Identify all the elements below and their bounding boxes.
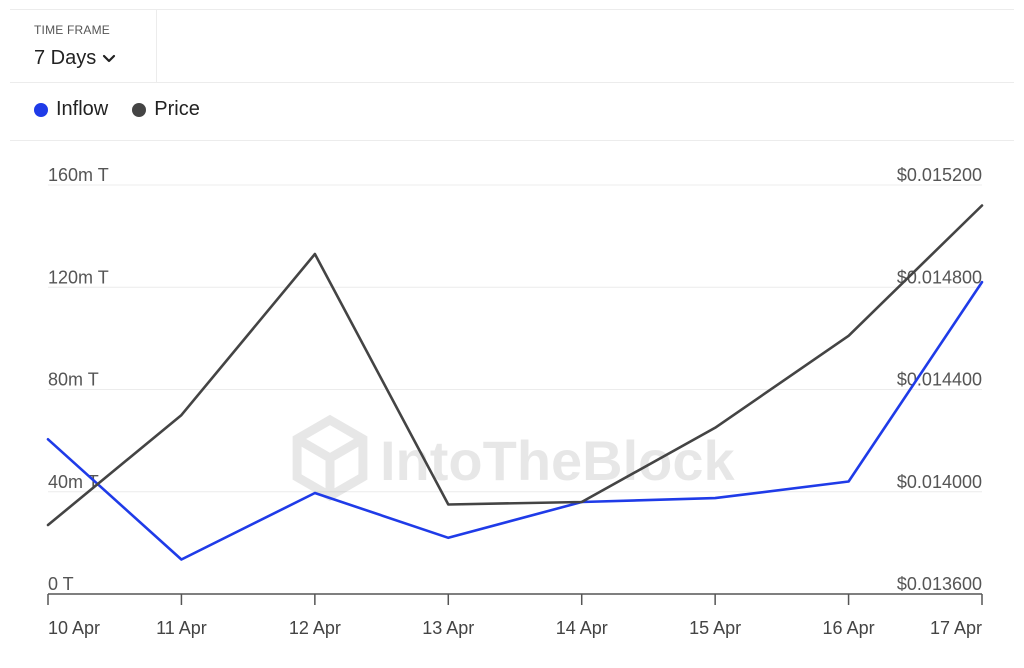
left-axis-tick-label: 40m T: [48, 472, 99, 492]
timeframe-dropdown[interactable]: 7 Days: [34, 47, 116, 70]
x-axis-tick-label: 10 Apr: [48, 618, 100, 638]
x-axis-tick-label: 14 Apr: [556, 618, 608, 638]
chevron-down-icon: [103, 54, 116, 62]
legend-item-inflow[interactable]: Inflow: [34, 98, 108, 121]
series-line-price: [46, 204, 984, 527]
right-axis-tick-label: $0.014000: [897, 472, 982, 492]
x-axis-tick-label: 12 Apr: [289, 618, 341, 638]
x-axis-tick-label: 17 Apr: [930, 618, 982, 638]
series-line-inflow: [46, 280, 984, 561]
right-axis-tick-label: $0.014800: [897, 267, 982, 287]
legend-divider: [10, 140, 1014, 141]
watermark-text: IntoTheBlock: [380, 429, 736, 492]
header-divider: [10, 82, 1014, 83]
left-axis-tick-label: 120m T: [48, 267, 109, 287]
x-axis-tick-label: 15 Apr: [689, 618, 741, 638]
watermark-logo: IntoTheBlock: [292, 414, 736, 502]
left-axis-tick-label: 160m T: [48, 165, 109, 185]
top-divider: [10, 9, 1014, 10]
legend-label-inflow: Inflow: [56, 98, 109, 120]
x-axis-tick-label: 16 Apr: [823, 618, 875, 638]
legend-dot-inflow: [34, 102, 48, 117]
right-axis-tick-label: $0.015200: [897, 165, 982, 185]
chart-legend: Inflow Price: [34, 98, 224, 121]
legend-item-price[interactable]: Price: [132, 98, 200, 121]
legend-label-price: Price: [154, 98, 200, 120]
timeframe-panel: TIME FRAME 7 Days: [10, 10, 157, 82]
timeframe-label: TIME FRAME: [34, 23, 110, 37]
left-axis-tick-label: 0 T: [48, 574, 74, 594]
right-axis-tick-label: $0.014400: [897, 370, 982, 390]
legend-dot-price: [132, 102, 147, 117]
x-axis-tick-label: 13 Apr: [422, 618, 474, 638]
timeframe-value: 7 Days: [34, 47, 97, 69]
x-axis-tick-label: 11 Apr: [156, 618, 207, 638]
right-axis-tick-label: $0.013600: [897, 574, 982, 594]
left-axis-tick-label: 80m T: [48, 370, 99, 390]
cube-logo-icon: [292, 414, 368, 502]
